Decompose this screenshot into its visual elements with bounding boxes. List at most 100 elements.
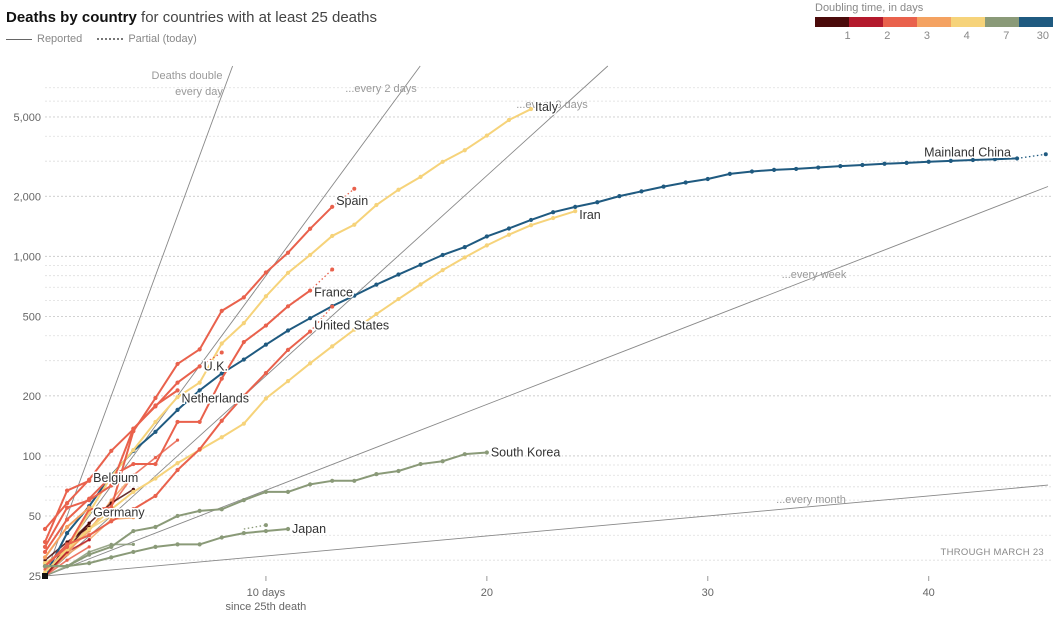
data-point xyxy=(308,316,313,321)
data-point xyxy=(462,245,467,250)
data-point xyxy=(175,419,180,425)
data-point xyxy=(285,489,291,494)
data-point xyxy=(197,419,202,425)
reported-swatch xyxy=(6,38,32,40)
series-line xyxy=(44,551,68,577)
reference-label: ...every 2 days xyxy=(345,83,417,95)
doubling-swatch xyxy=(951,17,985,27)
data-point xyxy=(241,393,246,398)
data-point xyxy=(506,226,512,231)
data-point xyxy=(462,452,467,457)
data-point xyxy=(197,542,202,547)
data-point xyxy=(263,396,269,401)
data-point xyxy=(153,456,158,460)
data-point xyxy=(131,461,136,467)
series-label: Italy xyxy=(535,100,559,114)
partial-line xyxy=(331,188,355,208)
y-tick-label: 5,000 xyxy=(13,112,41,124)
data-point xyxy=(197,380,202,385)
legend-partial: Partial (today) xyxy=(128,33,197,45)
data-point xyxy=(617,194,622,199)
data-point xyxy=(418,174,423,179)
data-point xyxy=(484,243,489,248)
data-point xyxy=(175,361,180,367)
partial-point xyxy=(1043,152,1048,157)
data-point xyxy=(219,435,224,440)
data-point xyxy=(175,388,180,393)
series-label: Netherlands xyxy=(182,391,249,405)
partial-line xyxy=(199,351,223,367)
legend-reported: Reported xyxy=(37,33,83,45)
data-point xyxy=(396,296,401,302)
data-point xyxy=(219,507,224,512)
data-point xyxy=(551,215,556,221)
data-point xyxy=(241,339,246,345)
data-point xyxy=(241,498,246,503)
data-point xyxy=(197,388,202,393)
series-label: Japan xyxy=(292,522,326,536)
data-point xyxy=(175,407,180,413)
data-point xyxy=(109,498,113,502)
y-tick-label: 2,000 xyxy=(13,191,41,203)
data-point xyxy=(263,294,269,299)
data-point xyxy=(219,371,224,376)
data-point xyxy=(109,555,114,560)
data-point xyxy=(131,507,136,512)
data-point xyxy=(109,483,114,488)
data-point xyxy=(87,505,92,510)
data-point xyxy=(727,171,732,176)
doubling-swatch xyxy=(1019,17,1053,27)
series-line xyxy=(44,365,201,548)
data-point xyxy=(64,517,70,522)
data-point xyxy=(263,489,269,494)
data-point xyxy=(683,180,688,185)
doubling-label: 1 xyxy=(844,30,851,42)
data-point xyxy=(263,270,269,275)
data-point xyxy=(64,500,70,506)
data-point xyxy=(926,159,931,164)
series-label: U.K. xyxy=(204,359,228,373)
data-point xyxy=(838,163,843,169)
data-point xyxy=(948,158,953,163)
data-point xyxy=(749,169,755,174)
doubling-label: 4 xyxy=(963,30,970,42)
title-subtitle: for countries with at least 25 deaths xyxy=(141,9,378,26)
partial-point xyxy=(352,186,357,191)
data-point xyxy=(308,226,313,231)
data-point xyxy=(595,200,600,205)
partial-point xyxy=(263,523,268,528)
data-point xyxy=(153,544,158,549)
data-point xyxy=(528,217,534,223)
data-point xyxy=(131,427,136,432)
data-point xyxy=(87,498,92,503)
doubling-swatch xyxy=(815,17,849,27)
data-point xyxy=(219,418,224,423)
data-point xyxy=(42,564,48,569)
data-point xyxy=(970,157,975,163)
series-label: Spain xyxy=(336,194,368,208)
data-point xyxy=(285,347,291,352)
data-point xyxy=(528,223,534,228)
data-point xyxy=(153,429,158,434)
data-point xyxy=(551,210,556,215)
series-label: South Korea xyxy=(491,445,561,459)
data-point xyxy=(396,272,401,277)
series-label: United States xyxy=(314,319,389,333)
data-point xyxy=(285,270,291,275)
series-label: Iran xyxy=(579,208,601,222)
line-style-legend: Reported Partial (today) xyxy=(6,33,197,45)
data-point xyxy=(42,539,48,545)
data-point xyxy=(153,493,158,499)
series-label: Germany xyxy=(93,506,145,520)
data-point xyxy=(64,505,70,510)
data-point xyxy=(374,311,379,317)
data-point xyxy=(374,282,379,287)
data-point xyxy=(330,233,335,239)
data-point xyxy=(573,204,578,210)
data-point xyxy=(352,478,357,483)
y-tick-label: 50 xyxy=(29,511,41,523)
data-point xyxy=(904,160,909,165)
data-point xyxy=(219,376,224,381)
data-point xyxy=(440,159,445,164)
